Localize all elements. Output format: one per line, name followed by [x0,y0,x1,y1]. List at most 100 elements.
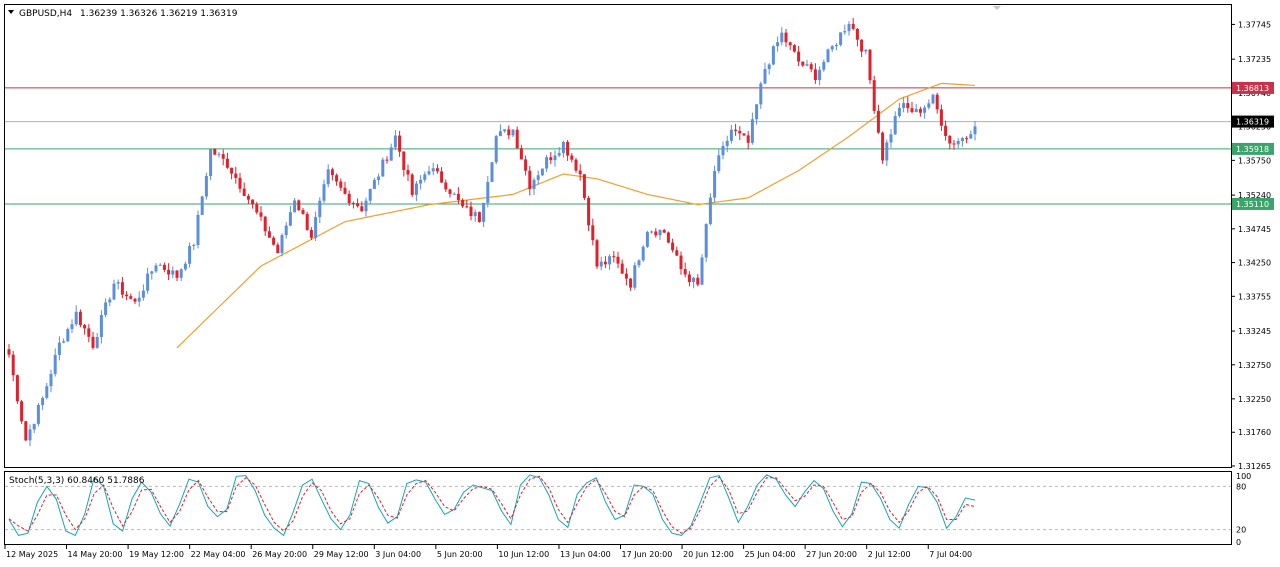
candle-bull [536,175,540,180]
candle-bear [343,187,347,194]
candle-bear [213,149,217,155]
price-tick-label: 1.32250 [1238,395,1271,404]
candle-bear [230,167,234,174]
candle-bear [11,354,15,376]
candle-bull [171,270,175,275]
time-tick-label: 13 Jun 04:00 [560,550,611,559]
candle-bear [15,375,19,402]
symbol-label: GBPUSD,H4 [19,9,72,19]
candle-bull [641,246,645,261]
candle-bull [381,159,385,177]
time-tick-label: 27 Jun 20:00 [806,550,857,559]
candle-bear [797,51,801,62]
candle-bear [855,28,859,40]
candle-bear [872,80,876,111]
candle-bear [272,237,276,245]
candle-bull [431,168,435,172]
candle-bear [225,158,229,168]
candle-bull [314,217,318,238]
candle-bear [549,157,553,161]
candle-bull [931,94,935,104]
candle-bear [965,138,969,140]
price-tick-label: 1.35240 [1238,191,1271,200]
candle-bull [389,147,393,161]
candle-bear [263,216,267,232]
candle-bull [503,129,507,132]
candle-bear [813,69,817,81]
candle-bear [255,204,259,213]
candle-bear [469,206,473,217]
candle-bull [956,140,960,145]
candle-bull [713,171,717,198]
time-axis: 12 May 2025 14 May 20:00 19 May 12:00 22 Ma… [4,545,972,559]
candle-bull [452,193,456,195]
candle-bull [557,153,561,156]
candle-bull [200,196,204,215]
candle-bear [918,109,922,113]
candle-bear [910,108,914,113]
candle-bull [633,265,637,288]
time-tick-label: 19 May 12:00 [129,550,184,559]
candle-bull [725,140,729,146]
candle-bull [150,271,154,274]
candle-bear [246,195,250,200]
candle-bull [923,107,927,113]
candle-bear [406,169,410,175]
price-tick-label: 1.37235 [1238,55,1271,64]
candle-bear [742,133,746,136]
candle-bull [771,46,775,65]
candle-bull [721,145,725,156]
candle-bull [914,109,918,113]
candle-bull [179,269,183,278]
chart-menu-arrow-icon[interactable] [8,10,14,14]
stoch-tick-label: 20 [1236,526,1246,535]
candle-bear [515,129,519,149]
candle-bear [587,197,591,226]
candle-bull [49,373,53,387]
candle-bear [629,278,633,288]
candle-bull [209,149,213,177]
candle-bull [36,404,40,424]
candle-bear [356,203,360,207]
candle-bull [498,131,502,137]
candle-bull [204,176,208,197]
scroll-marker-icon[interactable] [993,6,1001,10]
candle-bear [91,336,95,348]
candle-bear [402,151,406,170]
candle-bear [477,212,481,222]
time-tick-label: 14 May 20:00 [68,550,123,559]
horizontal-levels [5,87,1231,205]
candle-bull [650,231,654,233]
ohlc-label: 1.36239 1.36326 1.36219 1.36319 [80,9,238,19]
candle-bear [662,229,666,233]
candle-bear [738,130,742,134]
candle-bear [20,401,24,422]
stochastic-pane [5,474,1231,537]
candle-bull [486,181,490,203]
candle-bull [393,135,397,148]
candle-bear [461,199,465,207]
candle-bull [482,202,486,222]
candle-bear [801,61,805,66]
candle-bull [561,141,565,154]
candle-bear [276,244,280,254]
candle-bull [692,277,696,283]
stoch-tick-label: 80 [1236,482,1246,491]
candle-bear [675,250,679,256]
candle-bull [843,31,847,33]
candle-bear [305,213,309,230]
candle-bull [902,103,906,108]
candle-bear [129,296,133,299]
candle-bear [944,125,948,136]
candle-bear [591,225,595,241]
candle-bear [24,421,28,441]
candle-bull [608,256,612,265]
time-tick-label: 25 Jun 04:00 [745,550,796,559]
candle-bull [322,184,326,201]
candle-bull [154,265,158,272]
support-level-tag [1232,197,1274,210]
candle-bear [654,231,658,236]
candle-bear [612,256,616,258]
candle-bull [95,336,99,348]
candle-bull [137,297,141,302]
